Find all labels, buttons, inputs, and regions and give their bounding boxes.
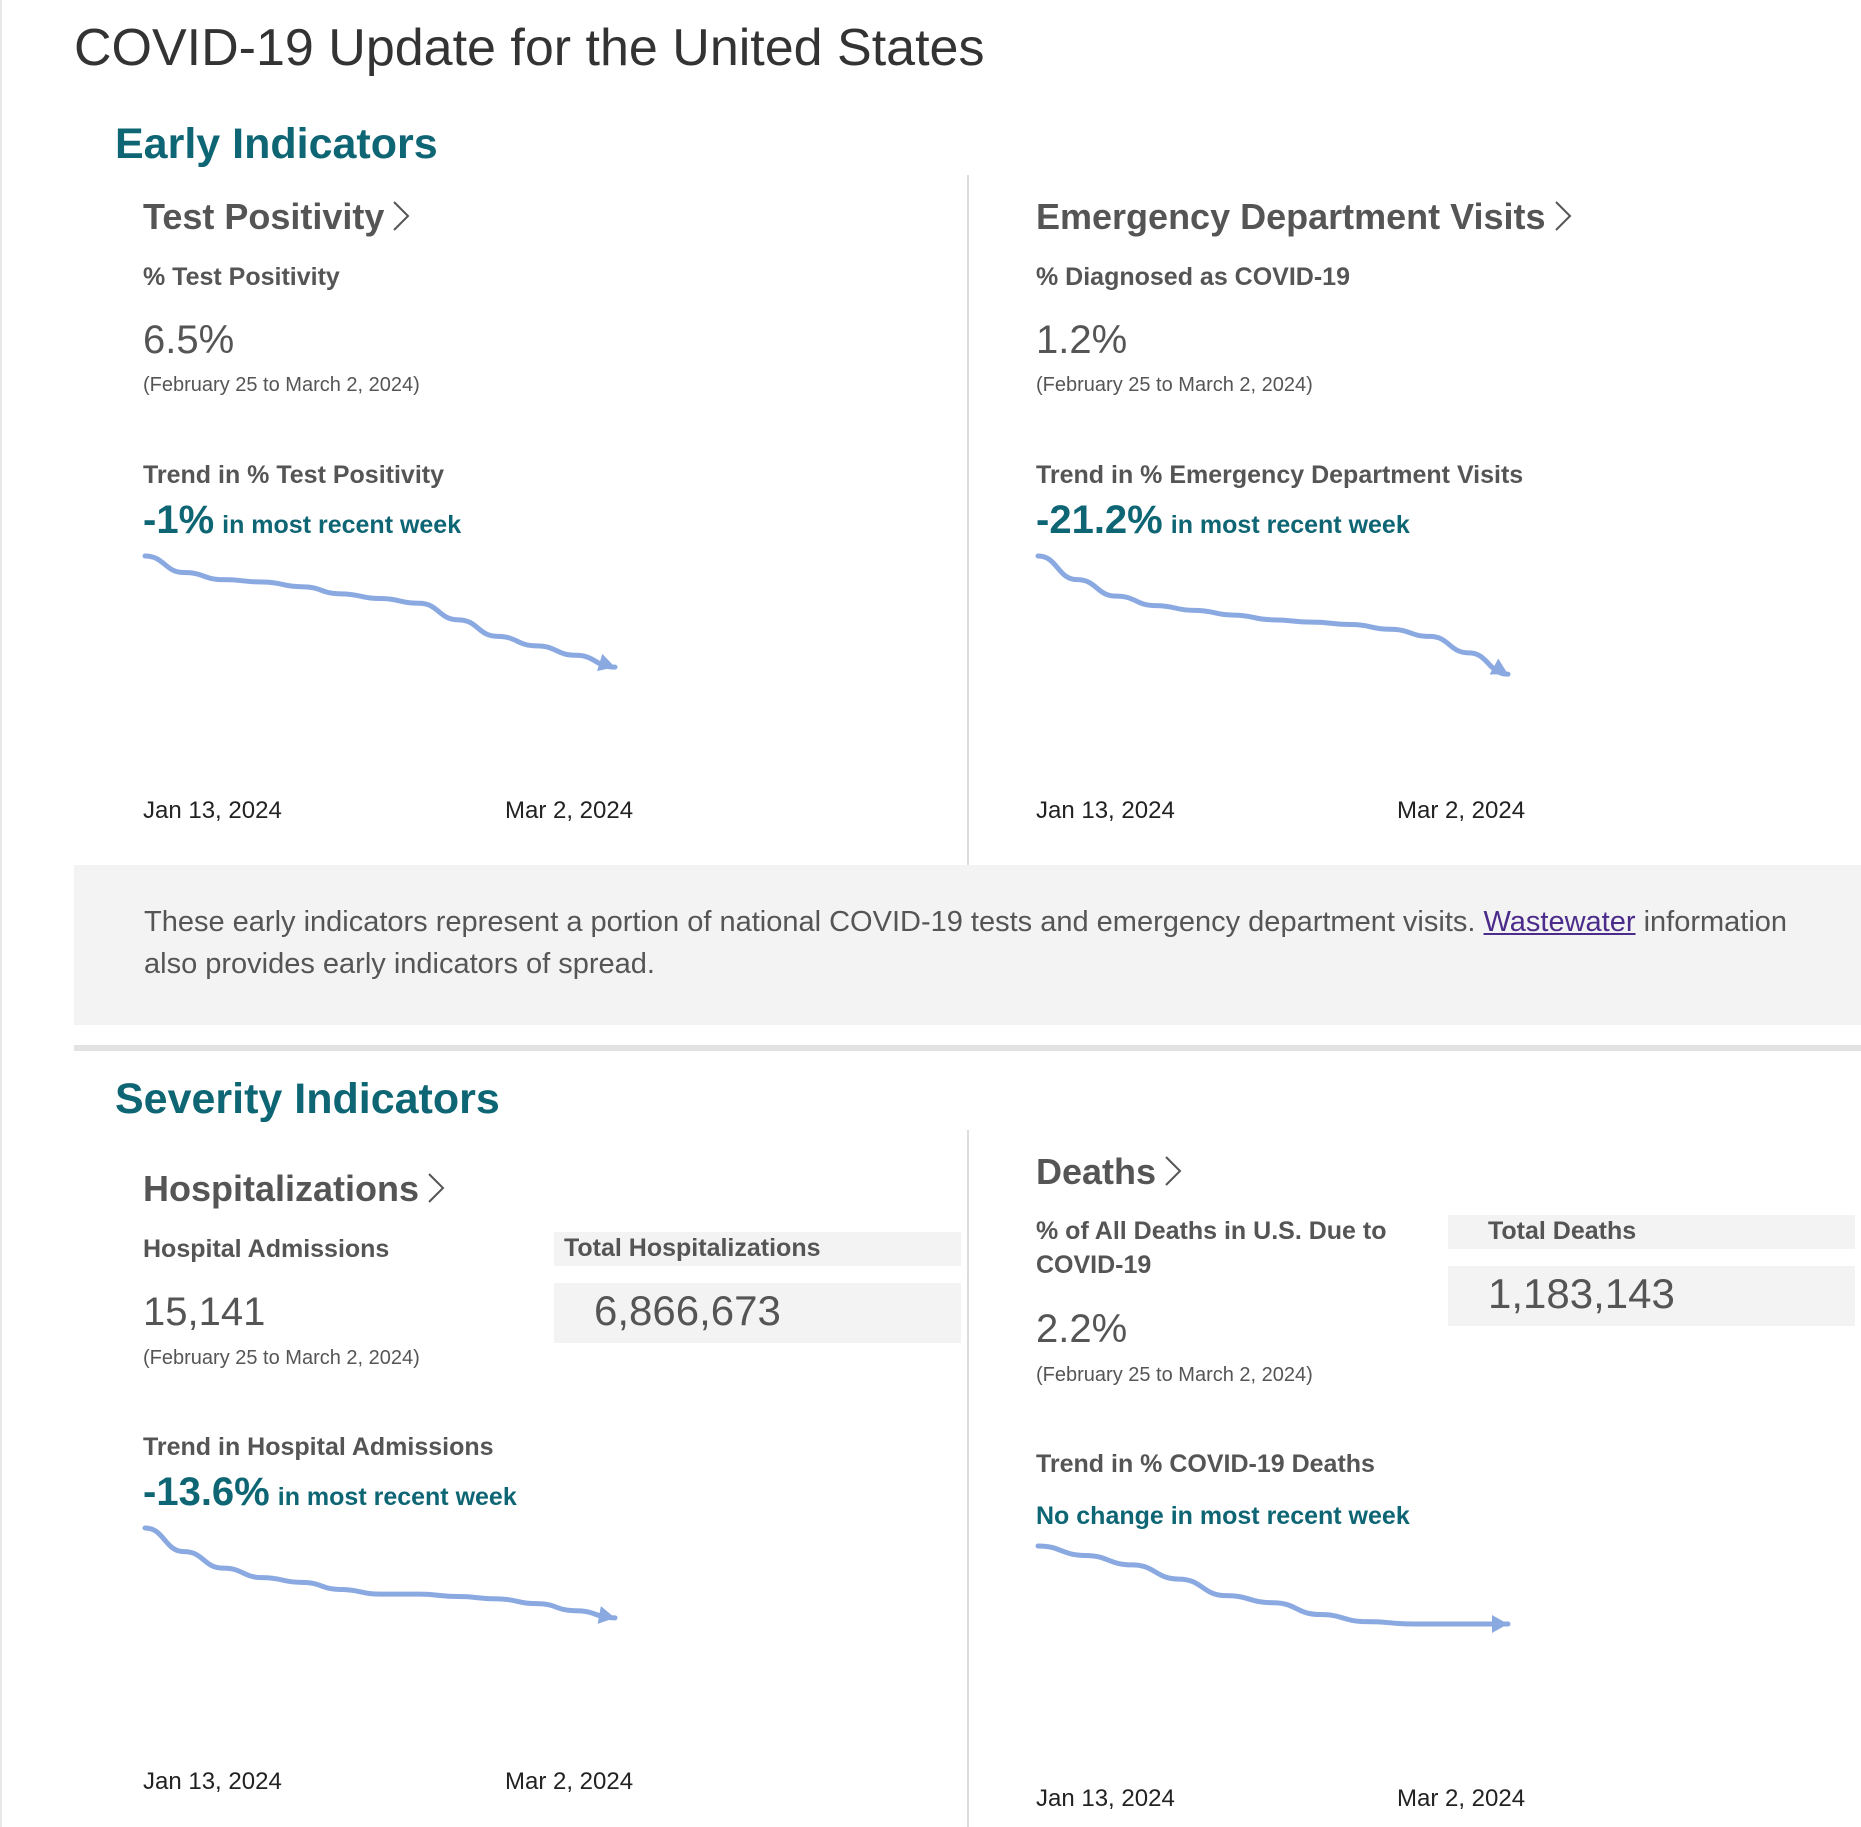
trend-line xyxy=(142,1525,618,1621)
ed-visits-link[interactable]: Emergency Department Visits xyxy=(1036,196,1574,238)
trend-percent: -1% xyxy=(143,498,215,542)
chevron-right-icon xyxy=(1165,1156,1182,1186)
trend-arrowhead xyxy=(1489,658,1508,675)
ed-visits-sparkline xyxy=(1035,553,1511,677)
hospital-admissions-date-range: (February 25 to March 2, 2024) xyxy=(143,1347,420,1369)
note-text: These early indicators represent a porti… xyxy=(144,906,1476,938)
deaths-value: 2.2% xyxy=(1036,1307,1128,1351)
deaths-metric-label: % of All Deaths in U.S. Due to COVID-19 xyxy=(1036,1217,1387,1279)
hospitalizations-x-start: Jan 13, 2024 xyxy=(143,1768,282,1795)
hospitalizations-trend-label: Trend in Hospital Admissions xyxy=(143,1433,494,1461)
hospitalizations-x-end: Mar 2, 2024 xyxy=(505,1768,634,1795)
trend-arrowhead xyxy=(597,653,615,672)
test-positivity-link[interactable]: Test Positivity xyxy=(143,196,412,238)
deaths-trend-label: Trend in % COVID-19 Deaths xyxy=(1036,1450,1375,1478)
ed-visits-date-range: (February 25 to March 2, 2024) xyxy=(1036,374,1313,396)
total-deaths-label: Total Deaths xyxy=(1448,1215,1855,1249)
page-title: COVID-19 Update for the United States xyxy=(74,19,985,77)
chevron-right-icon xyxy=(1554,201,1571,231)
hospitalizations-link[interactable]: Hospitalizations xyxy=(143,1168,447,1210)
trend-percent: -13.6% xyxy=(143,1470,270,1514)
test-positivity-date-range: (February 25 to March 2, 2024) xyxy=(143,374,420,396)
trend-suffix: in most recent week xyxy=(1170,511,1410,539)
ed-visits-x-end: Mar 2, 2024 xyxy=(1397,797,1526,824)
trend-suffix: in most recent week xyxy=(222,511,462,539)
deaths-x-start: Jan 13, 2024 xyxy=(1036,1785,1175,1812)
trend-line xyxy=(142,553,618,670)
ed-visits-trend-label: Trend in % Emergency Department Visits xyxy=(1036,461,1524,489)
trend-percent: -21.2% xyxy=(1036,498,1163,542)
early-indicators-note: These early indicators represent a porti… xyxy=(74,865,1861,1025)
page-left-border xyxy=(0,0,2,1827)
test-positivity-metric-label: % Test Positivity xyxy=(143,263,340,291)
chevron-right-icon xyxy=(428,1173,445,1203)
total-hospitalizations-label: Total Hospitalizations xyxy=(554,1232,961,1266)
ed-visits-metric-label: % Diagnosed as COVID-19 xyxy=(1036,263,1350,291)
ed-visits-x-start: Jan 13, 2024 xyxy=(1036,797,1175,824)
test-positivity-trend-label: Trend in % Test Positivity xyxy=(143,461,444,489)
deaths-trend-change: No change in most recent week xyxy=(1036,1502,1410,1530)
ed-visits-trend-change: -21.2% in most recent week xyxy=(1036,498,1410,543)
deaths-date-range: (February 25 to March 2, 2024) xyxy=(1036,1364,1313,1386)
trend-arrowhead xyxy=(597,1606,615,1624)
trend-line xyxy=(1035,1543,1511,1627)
severity-indicators-heading: Severity Indicators xyxy=(115,1075,500,1123)
test-positivity-title: Test Positivity xyxy=(143,196,385,237)
hospitalizations-sparkline xyxy=(142,1525,618,1624)
note-text-after: information also provides early indicato… xyxy=(144,906,1788,980)
deaths-x-end: Mar 2, 2024 xyxy=(1397,1785,1526,1812)
section-divider xyxy=(74,1045,1861,1051)
wastewater-link[interactable]: Wastewater xyxy=(1483,906,1636,938)
hospital-admissions-label: Hospital Admissions xyxy=(143,1235,390,1263)
test-positivity-x-start: Jan 13, 2024 xyxy=(143,797,282,824)
test-positivity-value: 6.5% xyxy=(143,318,235,362)
ed-visits-title: Emergency Department Visits xyxy=(1036,196,1546,237)
hospitalizations-title: Hospitalizations xyxy=(143,1168,420,1209)
trend-arrowhead xyxy=(1492,1615,1508,1633)
trend-line xyxy=(1035,553,1511,677)
test-positivity-x-end: Mar 2, 2024 xyxy=(505,797,634,824)
deaths-sparkline xyxy=(1035,1543,1511,1633)
column-divider xyxy=(967,1130,969,1827)
ed-visits-value: 1.2% xyxy=(1036,318,1128,362)
early-indicators-heading: Early Indicators xyxy=(115,120,438,168)
deaths-title: Deaths xyxy=(1036,1151,1157,1192)
test-positivity-trend-change: -1% in most recent week xyxy=(143,498,461,543)
column-divider xyxy=(967,175,969,865)
deaths-link[interactable]: Deaths xyxy=(1036,1151,1184,1193)
hospital-admissions-value: 15,141 xyxy=(143,1290,266,1334)
total-hospitalizations-value: 6,866,673 xyxy=(554,1283,961,1343)
total-deaths-value: 1,183,143 xyxy=(1448,1266,1855,1326)
hospitalizations-trend-change: -13.6% in most recent week xyxy=(143,1470,517,1515)
trend-suffix: in most recent week xyxy=(277,1483,517,1511)
chevron-right-icon xyxy=(393,201,410,231)
test-positivity-sparkline xyxy=(142,553,618,672)
